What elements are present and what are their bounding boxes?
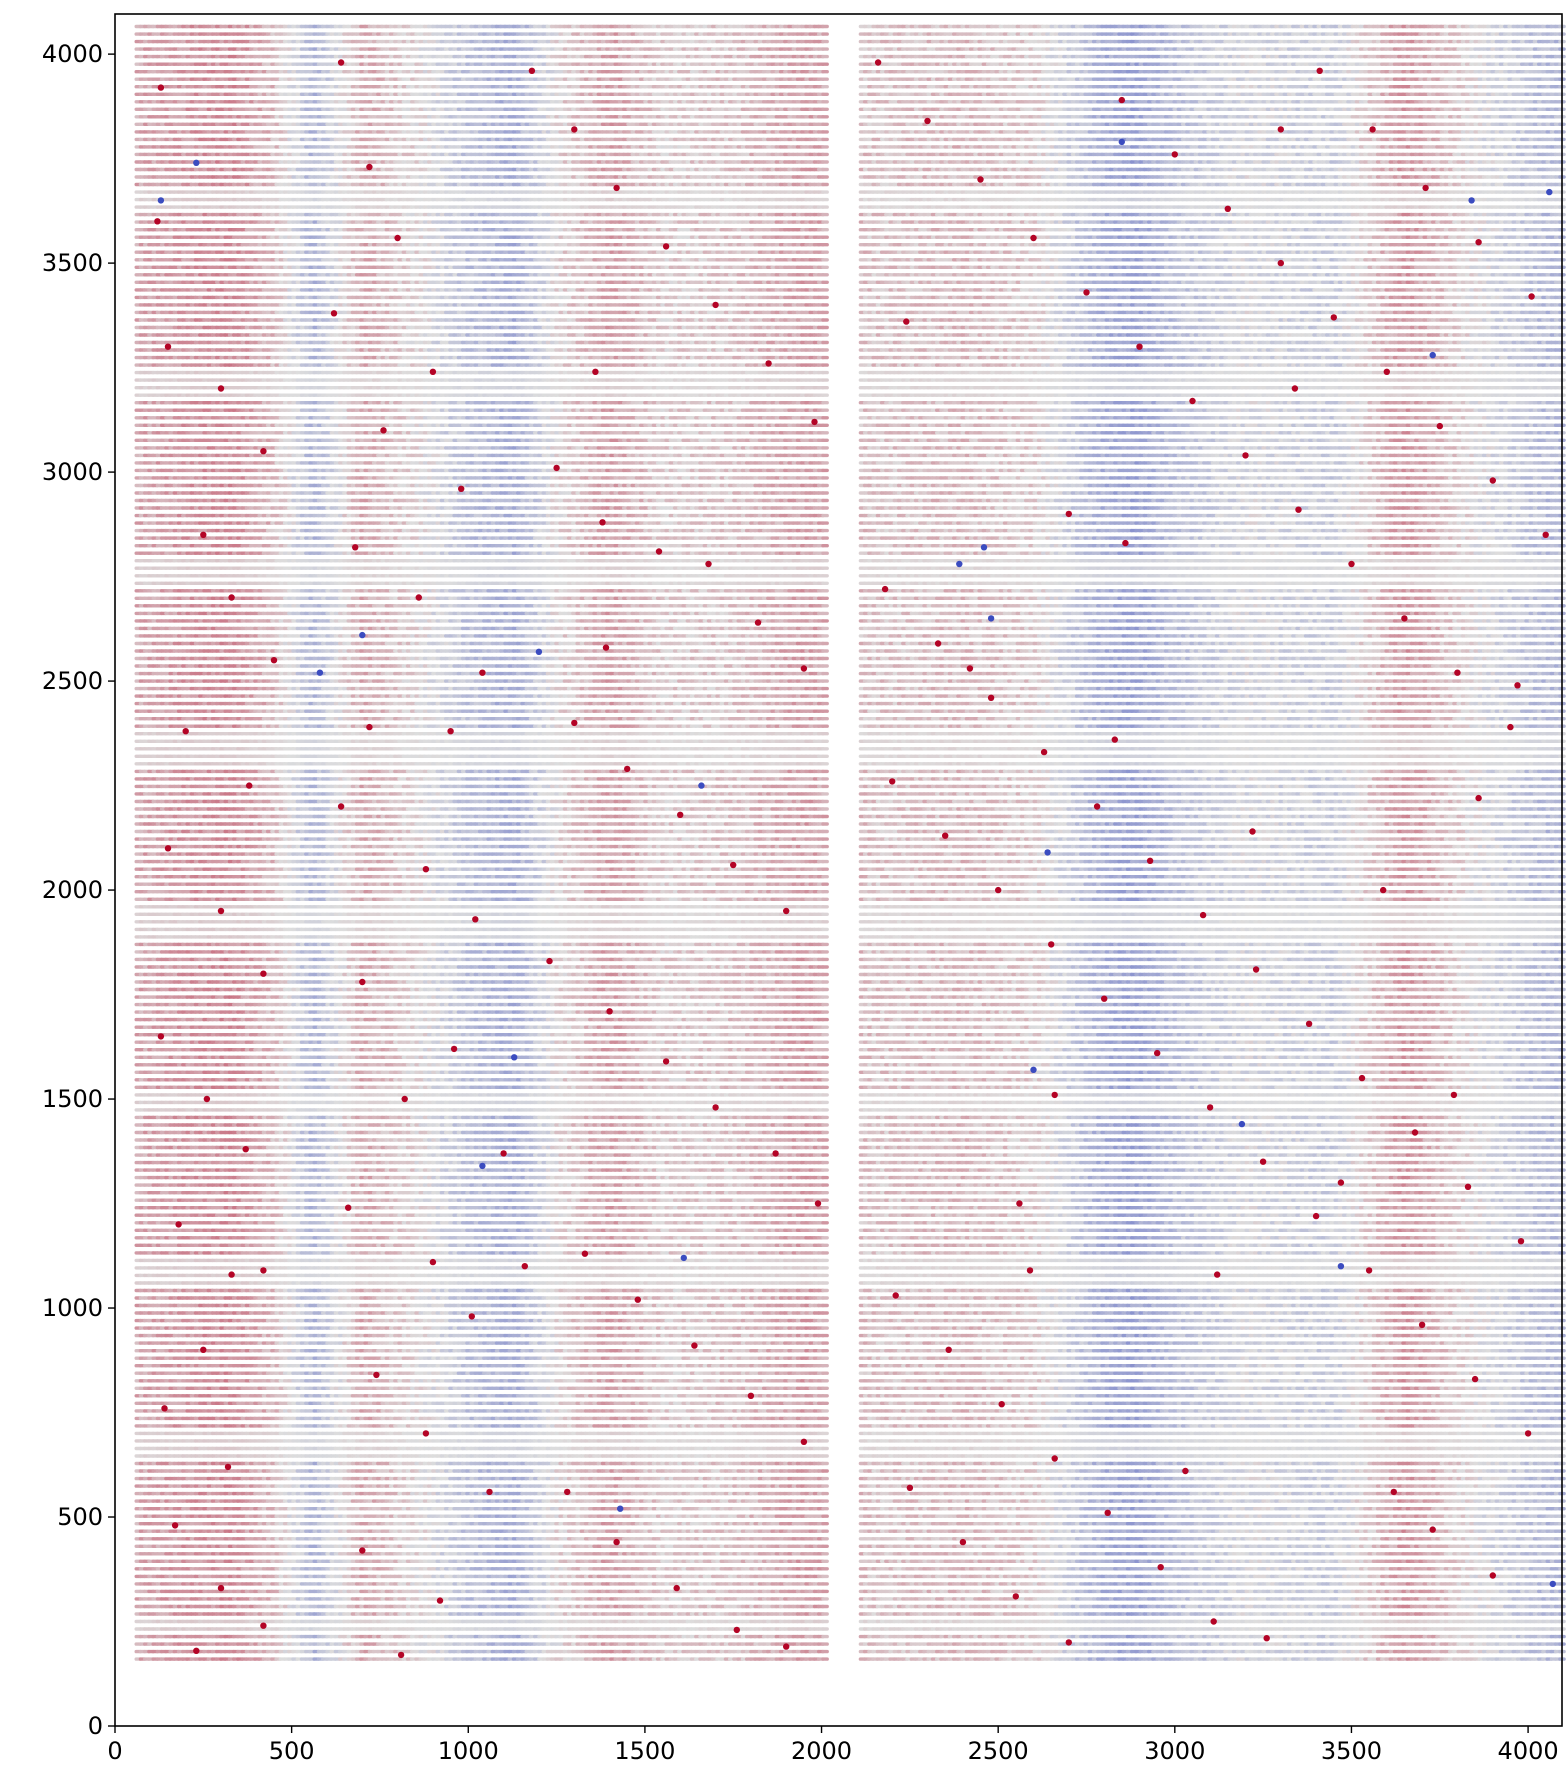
plot-area — [136, 27, 1564, 1660]
